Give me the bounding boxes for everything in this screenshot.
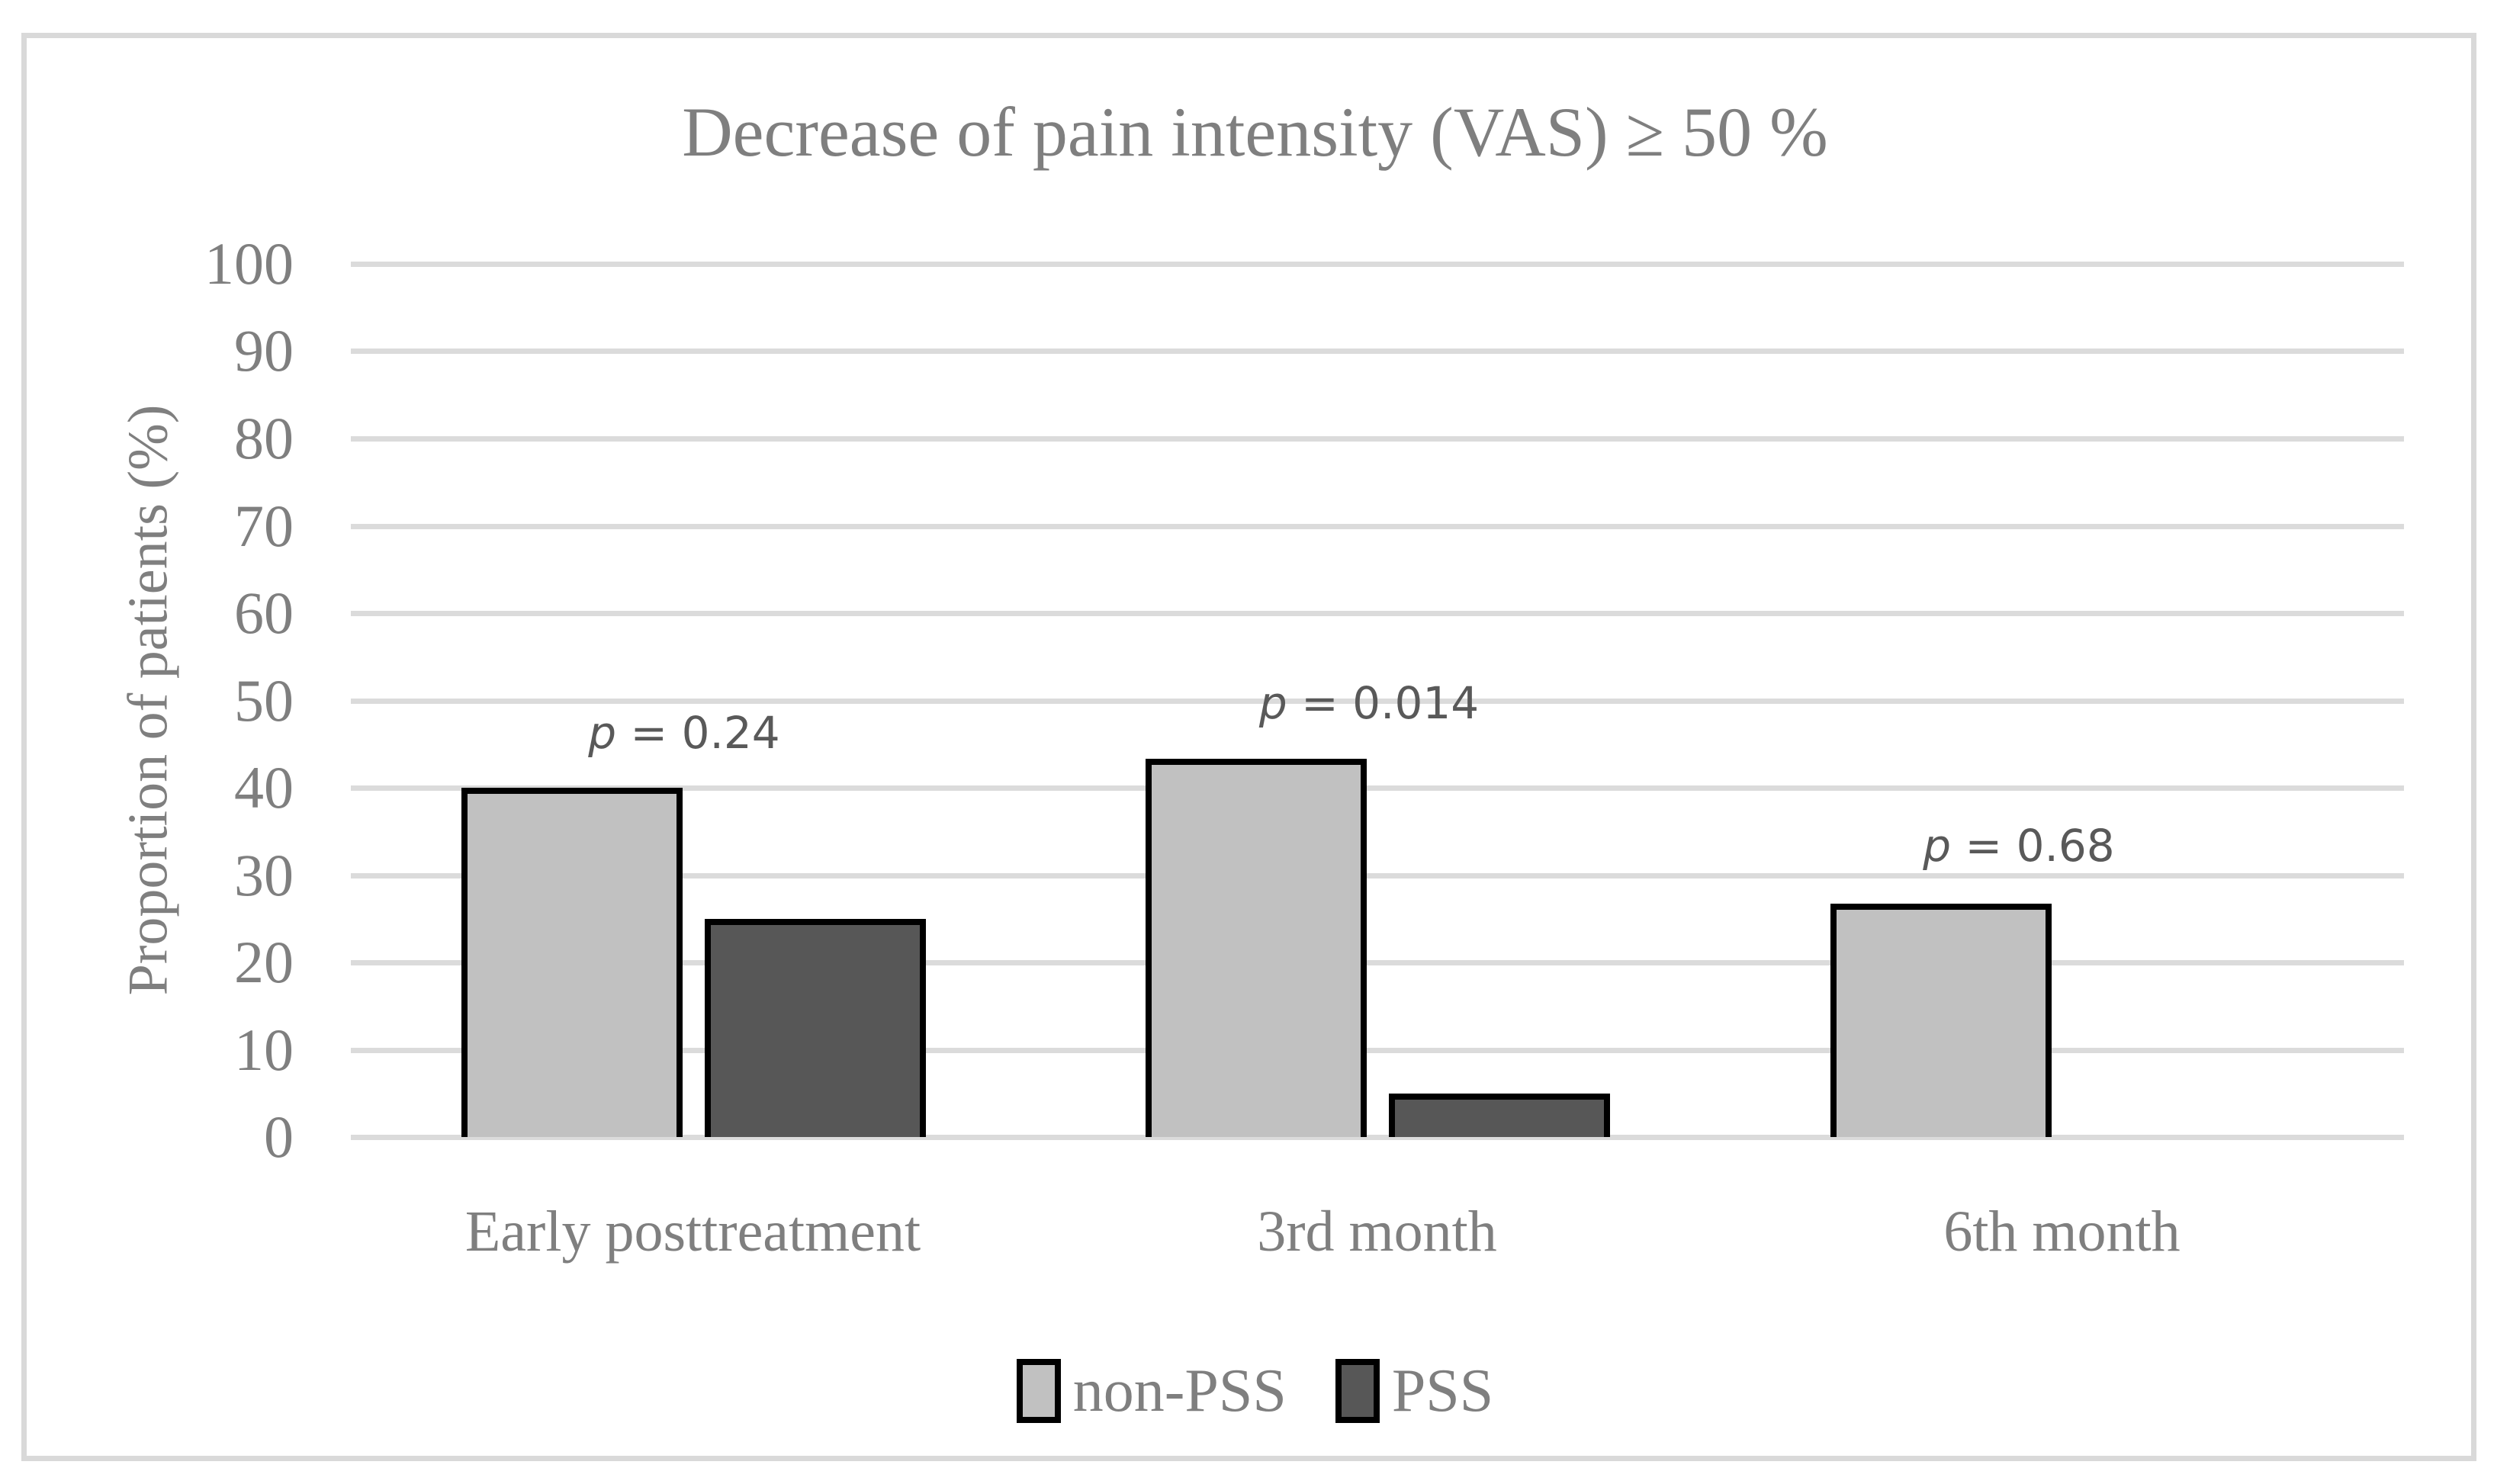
legend-label: PSS [1391,1357,1494,1425]
gridline [351,960,2404,965]
legend: non-PSS PSS [0,1359,2510,1423]
y-tick-label: 10 [234,1017,294,1083]
y-tick-label: 100 [204,230,294,297]
p-value-text: = 0.014 [1287,677,1480,729]
plot-area: p = 0.24 p = 0.014 p = 0.68 [351,262,2404,1140]
y-tick-label: 60 [234,580,294,646]
p-value-annotation: p = 0.68 [1923,820,2114,872]
gridline [351,262,2404,267]
y-tick-label: 30 [234,842,294,908]
figure-border [21,33,2476,1461]
legend-item-PSS: PSS [1335,1359,1493,1423]
gridline [351,699,2404,704]
gridline [351,436,2404,442]
y-tick-label: 70 [234,493,294,559]
y-axis-tick-labels: 0 10 20 30 40 50 60 70 80 90 100 [76,233,294,1168]
legend-marker-non-PSS [1016,1359,1061,1423]
chart-title: Decrease of pain intensity (VAS) ≥ 50 % [682,93,1828,171]
y-tick-label: 80 [234,405,294,471]
gridline [351,873,2404,879]
y-tick-label: 90 [234,317,294,384]
gridline [351,611,2404,616]
gridline [351,1135,2404,1140]
bar-non-PSS-2 [1830,904,2052,1137]
y-tick-label: 0 [264,1103,294,1170]
p-value-text: = 0.68 [1951,820,2115,872]
x-axis-label: 6th month [1943,1200,2181,1264]
legend-label: non-PSS [1072,1357,1287,1425]
p-italic: p [1923,820,1952,872]
y-tick-label: 20 [234,929,294,995]
p-value-annotation: p = 0.014 [1259,677,1479,729]
bar-non-PSS-1 [1146,759,1367,1137]
p-italic: p [1258,677,1287,729]
p-value-annotation: p = 0.24 [588,707,779,759]
bar-PSS-0 [705,919,926,1137]
p-value-text: = 0.24 [616,707,780,759]
gridline [351,1048,2404,1053]
bar-PSS-1 [1389,1094,1610,1137]
legend-item-non-PSS: non-PSS [1016,1357,1287,1425]
bar-non-PSS-0 [461,788,683,1137]
y-tick-label: 40 [234,754,294,821]
gridline [351,524,2404,529]
gridline [351,785,2404,791]
y-tick-label: 50 [234,667,294,734]
x-axis-label: 3rd month [1257,1200,1497,1264]
legend-marker-PSS [1335,1359,1380,1423]
x-axis-labels: Early posttreatment 3rd month 6th month [351,1199,2404,1290]
p-italic: p [588,707,617,759]
gridline [351,349,2404,354]
x-axis-label: Early posttreatment [464,1200,921,1264]
